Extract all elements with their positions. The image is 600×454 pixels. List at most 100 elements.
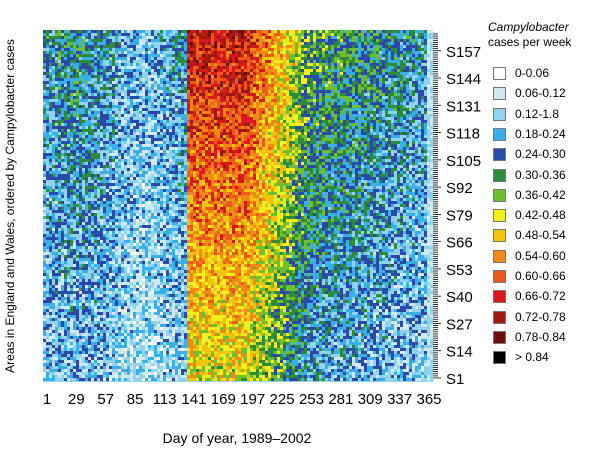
heatmap-cell bbox=[79, 333, 82, 336]
heatmap-cell bbox=[91, 354, 94, 357]
heatmap-cell bbox=[160, 42, 163, 45]
heatmap-cell bbox=[103, 135, 106, 138]
heatmap-cell bbox=[136, 252, 139, 255]
heatmap-cell bbox=[46, 132, 49, 135]
heatmap-cell bbox=[124, 354, 127, 357]
heatmap-cell bbox=[79, 81, 82, 84]
heatmap-cell bbox=[115, 45, 118, 48]
heatmap-cell bbox=[127, 312, 130, 315]
heatmap-cell bbox=[82, 180, 85, 183]
heatmap-cell bbox=[154, 270, 157, 273]
heatmap-cell bbox=[88, 195, 91, 198]
heatmap-cell bbox=[70, 189, 73, 192]
heatmap-cell bbox=[49, 114, 52, 117]
heatmap-cell bbox=[94, 171, 97, 174]
heatmap-cell bbox=[118, 168, 121, 171]
heatmap-cell bbox=[46, 93, 49, 96]
heatmap-cell bbox=[148, 273, 151, 276]
heatmap-cell bbox=[121, 54, 124, 57]
heatmap-cell bbox=[109, 267, 112, 270]
heatmap-cell bbox=[130, 177, 133, 180]
heatmap-cell bbox=[85, 339, 88, 342]
heatmap-cell bbox=[103, 375, 106, 378]
heatmap-cell bbox=[85, 204, 88, 207]
heatmap-cell bbox=[58, 126, 61, 129]
heatmap-cell bbox=[70, 195, 73, 198]
heatmap-cell bbox=[73, 375, 76, 378]
heatmap-cell bbox=[46, 141, 49, 144]
heatmap-cell bbox=[61, 330, 64, 333]
heatmap-cell bbox=[133, 369, 136, 372]
heatmap-cell bbox=[70, 294, 73, 297]
heatmap-cell bbox=[109, 177, 112, 180]
heatmap-cell bbox=[61, 276, 64, 279]
heatmap-cell bbox=[73, 366, 76, 369]
heatmap-cell bbox=[73, 201, 76, 204]
heatmap-cell bbox=[73, 237, 76, 240]
heatmap-cell bbox=[58, 318, 61, 321]
heatmap-cell bbox=[142, 306, 145, 309]
heatmap-cell bbox=[46, 330, 49, 333]
heatmap-cell bbox=[79, 198, 82, 201]
heatmap-cell bbox=[112, 96, 115, 99]
heatmap-cell bbox=[124, 174, 127, 177]
heatmap-cell bbox=[118, 63, 121, 66]
heatmap-cell bbox=[157, 297, 160, 300]
heatmap-cell bbox=[64, 345, 67, 348]
heatmap-cell bbox=[52, 210, 55, 213]
heatmap-cell bbox=[88, 198, 91, 201]
heatmap-cell bbox=[52, 252, 55, 255]
heatmap-cell bbox=[106, 243, 109, 246]
heatmap-cell bbox=[49, 186, 52, 189]
heatmap-cell bbox=[142, 51, 145, 54]
heatmap-cell bbox=[118, 36, 121, 39]
heatmap-cell bbox=[139, 300, 142, 303]
heatmap-cell bbox=[67, 84, 70, 87]
heatmap-cell bbox=[76, 288, 79, 291]
heatmap-cell bbox=[127, 378, 130, 381]
heatmap-cell bbox=[49, 246, 52, 249]
heatmap-cell bbox=[142, 141, 145, 144]
heatmap-cell bbox=[64, 204, 67, 207]
heatmap-cell bbox=[136, 306, 139, 309]
heatmap-cell bbox=[163, 177, 166, 180]
heatmap-cell bbox=[49, 297, 52, 300]
heatmap-cell bbox=[112, 252, 115, 255]
heatmap-cell bbox=[46, 204, 49, 207]
heatmap-cell bbox=[43, 357, 46, 360]
heatmap-cell bbox=[67, 42, 70, 45]
heatmap-cell bbox=[160, 264, 163, 267]
heatmap-cell bbox=[136, 132, 139, 135]
heatmap-cell bbox=[52, 342, 55, 345]
heatmap-cell bbox=[55, 306, 58, 309]
heatmap-cell bbox=[160, 93, 163, 96]
heatmap-cell bbox=[166, 48, 169, 51]
heatmap-cell bbox=[115, 186, 118, 189]
heatmap-cell bbox=[46, 168, 49, 171]
heatmap-cell bbox=[163, 270, 166, 273]
heatmap-cell bbox=[55, 186, 58, 189]
heatmap-cell bbox=[133, 321, 136, 324]
heatmap-cell bbox=[52, 369, 55, 372]
heatmap-cell bbox=[166, 189, 169, 192]
heatmap-cell bbox=[97, 54, 100, 57]
heatmap-cell bbox=[70, 234, 73, 237]
heatmap-cell bbox=[133, 153, 136, 156]
heatmap-cell bbox=[118, 135, 121, 138]
heatmap-cell bbox=[49, 225, 52, 228]
heatmap-cell bbox=[112, 342, 115, 345]
heatmap-cell bbox=[127, 333, 130, 336]
heatmap-cell bbox=[124, 96, 127, 99]
heatmap-cell bbox=[97, 312, 100, 315]
heatmap-cell bbox=[103, 162, 106, 165]
heatmap-cell bbox=[70, 333, 73, 336]
heatmap-cell bbox=[70, 219, 73, 222]
heatmap-cell bbox=[148, 69, 151, 72]
heatmap-cell bbox=[160, 330, 163, 333]
heatmap-cell bbox=[82, 36, 85, 39]
heatmap-cell bbox=[115, 300, 118, 303]
heatmap-cell bbox=[94, 225, 97, 228]
heatmap-cell bbox=[64, 144, 67, 147]
heatmap-cell bbox=[85, 180, 88, 183]
heatmap-cell bbox=[142, 294, 145, 297]
